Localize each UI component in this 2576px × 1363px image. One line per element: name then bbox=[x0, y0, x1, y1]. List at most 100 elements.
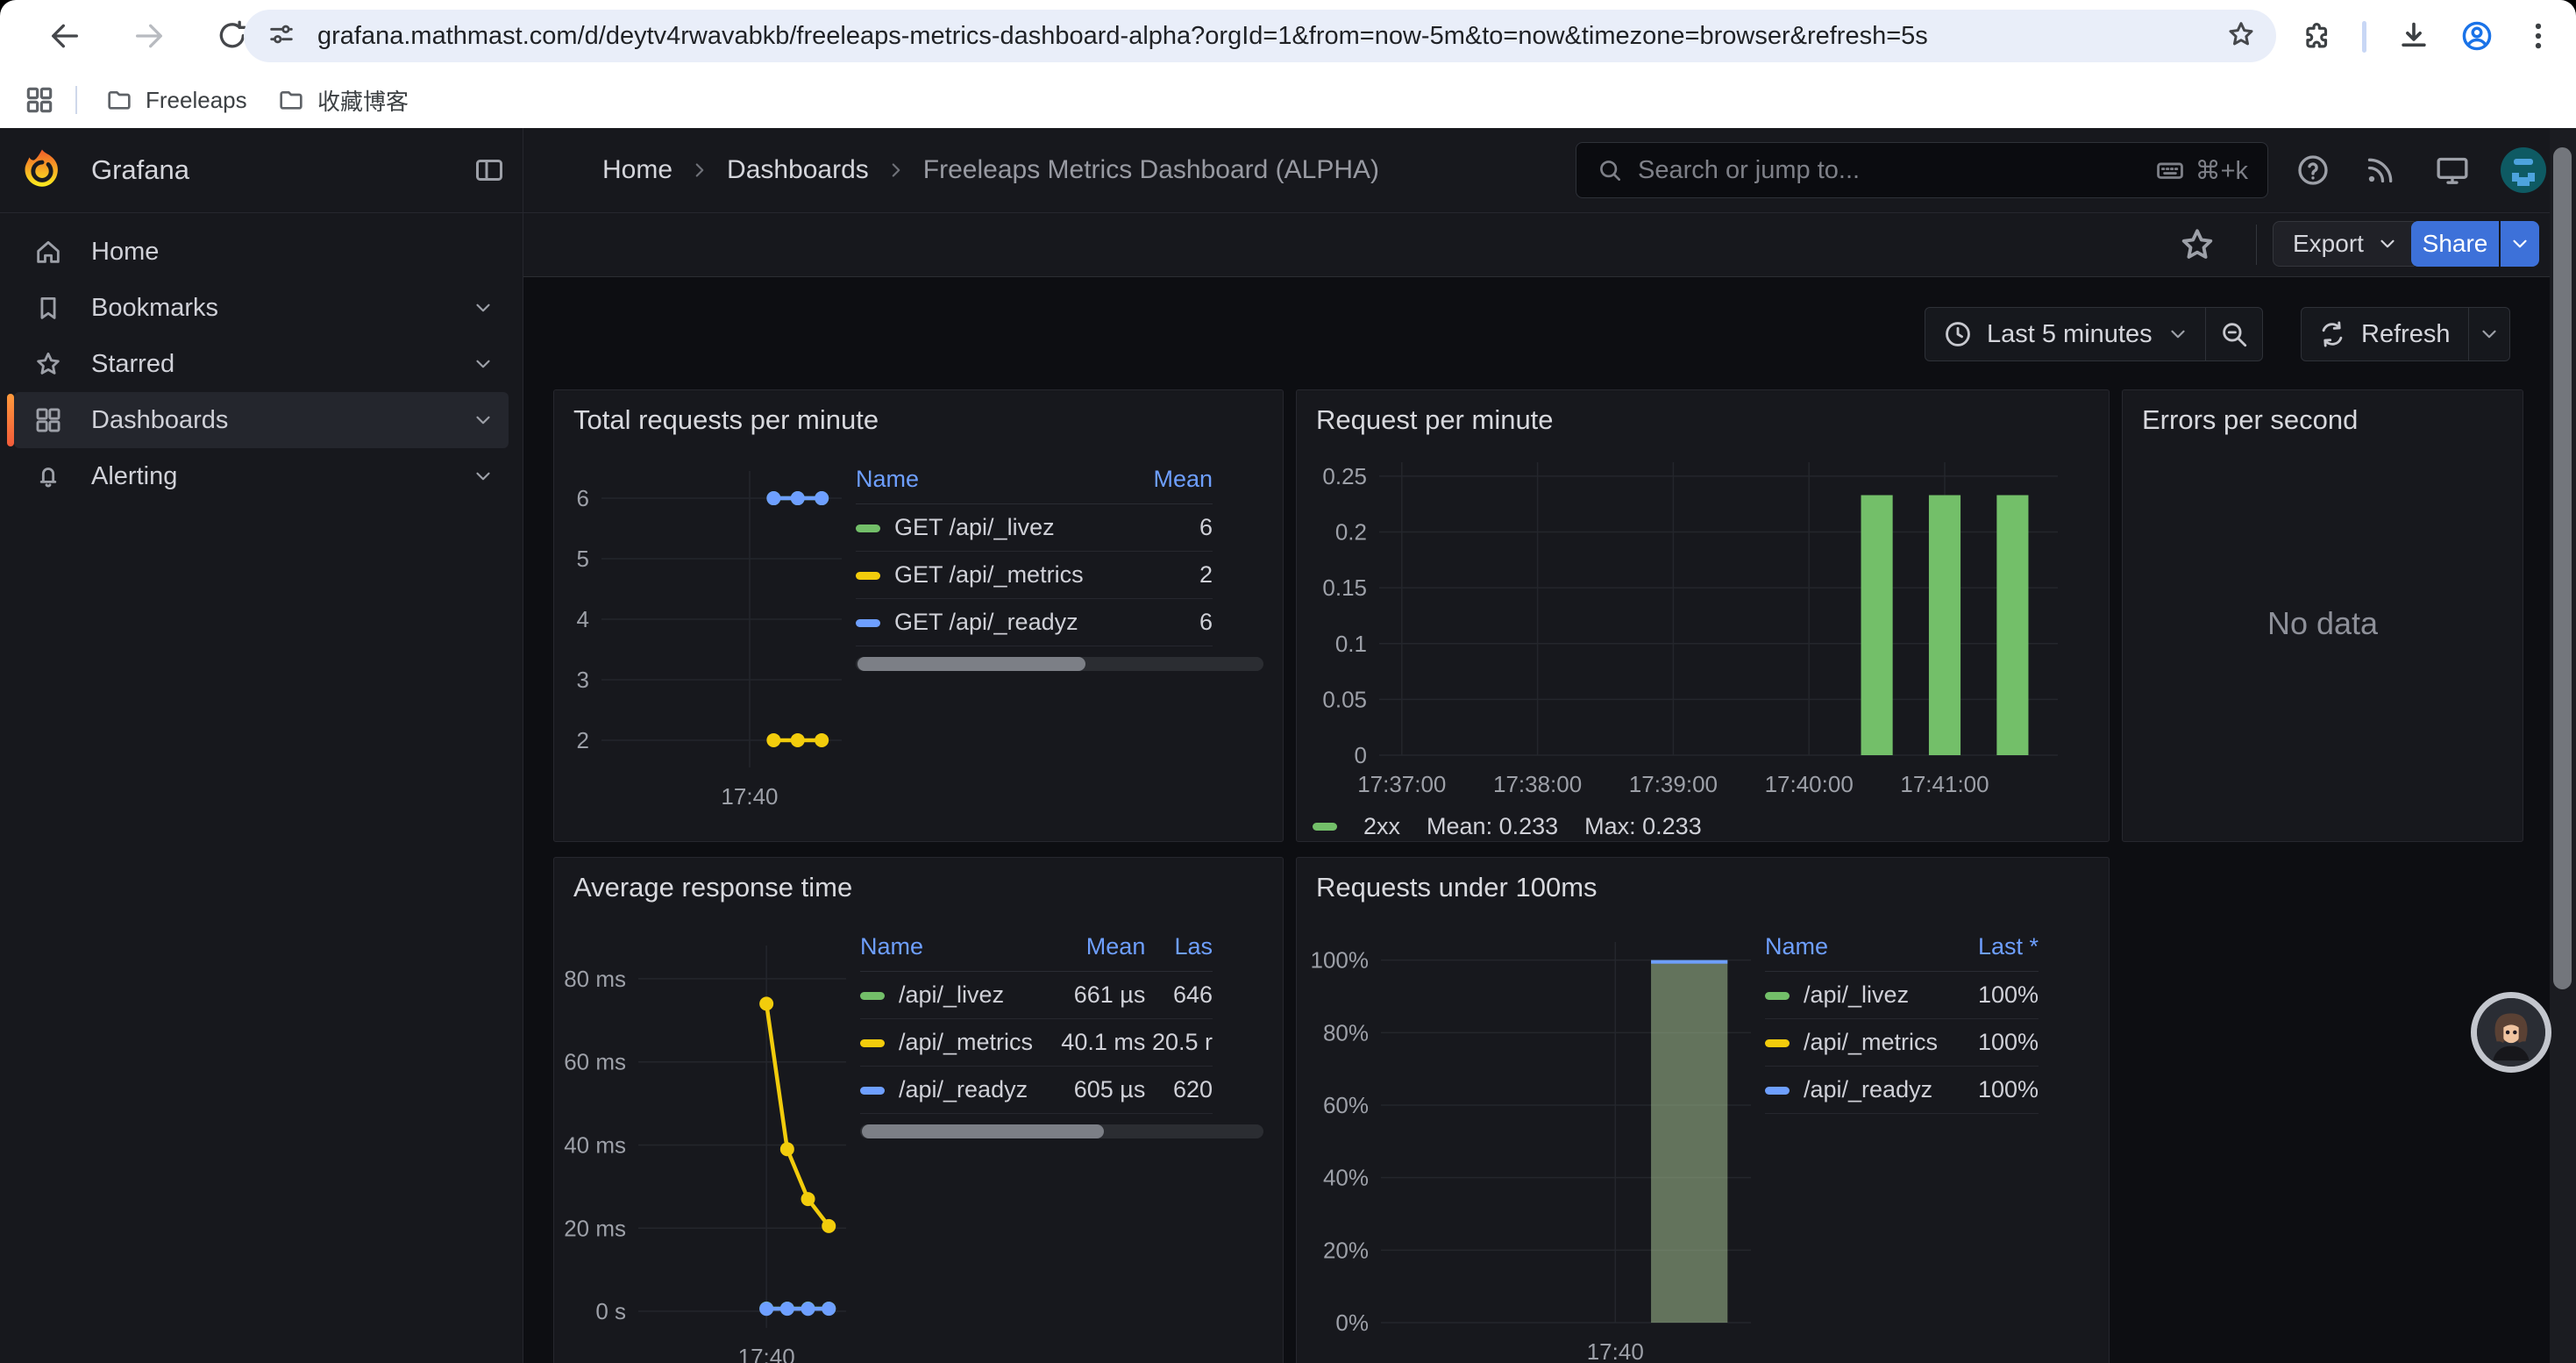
sidebar-nav: Home Bookmarks Starred Dashboards bbox=[0, 224, 523, 504]
dock-sidebar-icon[interactable] bbox=[473, 154, 505, 186]
svg-text:0.15: 0.15 bbox=[1322, 574, 1367, 601]
legend-row[interactable]: GET /api/_metrics 2 bbox=[856, 551, 1213, 599]
refresh-label: Refresh bbox=[2361, 319, 2451, 348]
legend-row[interactable]: GET /api/_readyz 6 bbox=[856, 598, 1213, 646]
svg-text:40%: 40% bbox=[1323, 1165, 1369, 1191]
sidebar-item-bookmarks[interactable]: Bookmarks bbox=[14, 280, 509, 336]
chevron-down-icon[interactable] bbox=[472, 296, 495, 319]
legend-row[interactable]: /api/_livez 100% bbox=[1765, 971, 2039, 1019]
legend-column-header[interactable]: Name bbox=[856, 462, 1139, 504]
zoom-out-button[interactable] bbox=[2206, 319, 2262, 349]
scrollbar-thumb[interactable] bbox=[2553, 147, 2572, 989]
legend-row[interactable]: /api/_metrics 40.1 ms 20.5 r bbox=[860, 1018, 1213, 1067]
export-button[interactable]: Export bbox=[2273, 221, 2419, 267]
bookmark-star-icon[interactable] bbox=[2225, 18, 2257, 54]
series-name[interactable]: GET /api/_livez bbox=[894, 514, 1055, 540]
downloads-icon[interactable] bbox=[2395, 17, 2433, 55]
url-text[interactable]: grafana.mathmast.com/d/deytv4rwavabkb/fr… bbox=[317, 21, 1928, 50]
refresh-interval-button[interactable] bbox=[2469, 323, 2509, 346]
top-nav: Home Dashboards Freeleaps Metrics Dashbo… bbox=[523, 128, 2576, 213]
series-name[interactable]: /api/_readyz bbox=[899, 1076, 1028, 1103]
series-name[interactable]: /api/_livez bbox=[1804, 981, 1910, 1008]
menu-kebab-icon[interactable] bbox=[2519, 17, 2558, 55]
grafana-logo-icon[interactable] bbox=[19, 147, 65, 193]
legend-scrollbar[interactable] bbox=[856, 657, 1263, 671]
export-label: Export bbox=[2293, 230, 2364, 257]
group-divider bbox=[2204, 308, 2206, 360]
chevron-down-icon[interactable] bbox=[472, 465, 495, 488]
avg-response-time-chart[interactable]: 80 ms 60 ms 40 ms 20 ms 0 s 17:40 bbox=[563, 907, 857, 1363]
series-value: 605 µs bbox=[1051, 1066, 1146, 1114]
panel-title[interactable]: Average response time bbox=[573, 872, 853, 903]
assistant-avatar[interactable] bbox=[2471, 992, 2551, 1073]
address-bar[interactable]: grafana.mathmast.com/d/deytv4rwavabkb/fr… bbox=[244, 10, 2276, 62]
under-100ms-chart[interactable]: 100% 80% 60% 40% 20% 0% 17:40 bbox=[1306, 907, 1761, 1363]
chevron-down-icon[interactable] bbox=[472, 409, 495, 432]
search-input[interactable]: Search or jump to... ⌘+k bbox=[1576, 142, 2268, 198]
apps-grid-icon[interactable] bbox=[23, 83, 56, 117]
panel-title[interactable]: Request per minute bbox=[1316, 404, 1554, 435]
panel-title[interactable]: Requests under 100ms bbox=[1316, 872, 1598, 903]
breadcrumb-home[interactable]: Home bbox=[602, 155, 673, 184]
share-menu-button[interactable] bbox=[2501, 221, 2539, 267]
sidebar-item-starred[interactable]: Starred bbox=[14, 336, 509, 392]
breadcrumb-dashboards[interactable]: Dashboards bbox=[727, 155, 869, 184]
legend-row[interactable]: 2xx Mean: 0.233 Max: 0.233 bbox=[1297, 808, 2109, 841]
series-name[interactable]: GET /api/_metrics bbox=[894, 561, 1084, 588]
sidebar-header: Grafana bbox=[0, 128, 523, 213]
legend-row[interactable]: GET /api/_livez 6 bbox=[856, 503, 1213, 552]
monitor-icon[interactable] bbox=[2432, 150, 2473, 190]
forward-button[interactable] bbox=[130, 17, 168, 55]
share-button[interactable]: Share bbox=[2411, 221, 2499, 267]
legend-row[interactable]: /api/_readyz 605 µs 620 bbox=[860, 1066, 1213, 1114]
series-name[interactable]: /api/_readyz bbox=[1804, 1076, 1933, 1103]
scrollbar-thumb[interactable] bbox=[857, 657, 1086, 671]
bookmark-folder-freeleaps[interactable]: Freeleaps bbox=[91, 79, 261, 121]
bookmark-folder-blogs[interactable]: 收藏博客 bbox=[263, 79, 423, 121]
sidebar-item-label: Bookmarks bbox=[91, 293, 219, 322]
scrollbar-thumb[interactable] bbox=[862, 1124, 1104, 1138]
chevron-down-icon[interactable] bbox=[472, 353, 495, 375]
favorite-star-icon[interactable] bbox=[2177, 225, 2217, 265]
legend-row[interactable]: /api/_metrics 100% bbox=[1765, 1018, 2039, 1067]
series-name[interactable]: GET /api/_readyz bbox=[894, 609, 1078, 635]
panel-avg-response-time: Average response time 80 ms 60 ms 40 ms 20 … bbox=[553, 857, 1284, 1363]
time-range-picker[interactable]: Last 5 minutes bbox=[1925, 307, 2263, 361]
series-name[interactable]: /api/_metrics bbox=[1804, 1029, 1939, 1055]
legend-column-header[interactable]: Name bbox=[860, 930, 1052, 972]
reload-button[interactable] bbox=[213, 17, 252, 55]
page-scrollbar[interactable] bbox=[2550, 128, 2576, 1363]
legend-column-header[interactable]: Last * bbox=[1968, 930, 2039, 972]
user-avatar[interactable] bbox=[2501, 147, 2546, 193]
legend-row[interactable]: /api/_readyz 100% bbox=[1765, 1066, 2039, 1114]
series-swatch bbox=[860, 1087, 885, 1095]
extensions-icon[interactable] bbox=[2298, 17, 2337, 55]
legend-column-header[interactable]: Name bbox=[1765, 930, 1968, 972]
series-name[interactable]: /api/_livez bbox=[899, 981, 1005, 1008]
legend-column-header[interactable]: Las bbox=[1145, 930, 1213, 972]
sidebar-item-dashboards[interactable]: Dashboards bbox=[7, 392, 509, 448]
legend-table-container: Name Last * /api/_livez 100% /api/_metrics 10… bbox=[1765, 930, 2089, 1114]
series-name[interactable]: 2xx bbox=[1363, 813, 1401, 839]
panel-title[interactable]: Errors per second bbox=[2142, 404, 2359, 435]
legend-column-header[interactable]: Mean bbox=[1138, 462, 1213, 504]
sidebar-item-home[interactable]: Home bbox=[14, 224, 509, 280]
panel-title[interactable]: Total requests per minute bbox=[573, 404, 879, 435]
back-button[interactable] bbox=[46, 17, 84, 55]
total-requests-chart[interactable]: 6 5 4 3 2 17:40 bbox=[563, 439, 852, 817]
profile-icon[interactable] bbox=[2458, 17, 2496, 55]
news-rss-icon[interactable] bbox=[2360, 150, 2401, 190]
legend-row[interactable]: /api/_livez 661 µs 646 bbox=[860, 971, 1213, 1019]
svg-text:80 ms: 80 ms bbox=[564, 966, 626, 992]
help-icon[interactable] bbox=[2293, 150, 2333, 190]
legend-scrollbar[interactable] bbox=[860, 1124, 1263, 1138]
series-name[interactable]: /api/_metrics bbox=[899, 1029, 1034, 1055]
sidebar-item-alerting[interactable]: Alerting bbox=[14, 448, 509, 504]
svg-text:4: 4 bbox=[577, 606, 589, 632]
refresh-picker[interactable]: Refresh bbox=[2301, 307, 2510, 361]
series-value: 620 bbox=[1145, 1066, 1213, 1114]
site-settings-icon[interactable] bbox=[267, 19, 296, 54]
brand-title[interactable]: Grafana bbox=[91, 154, 190, 185]
legend-column-header[interactable]: Mean bbox=[1051, 930, 1146, 972]
request-per-minute-chart[interactable]: 0.25 0.2 0.15 0.1 0.05 0 17:37:00 17:38:00 17:39… bbox=[1306, 439, 2081, 808]
